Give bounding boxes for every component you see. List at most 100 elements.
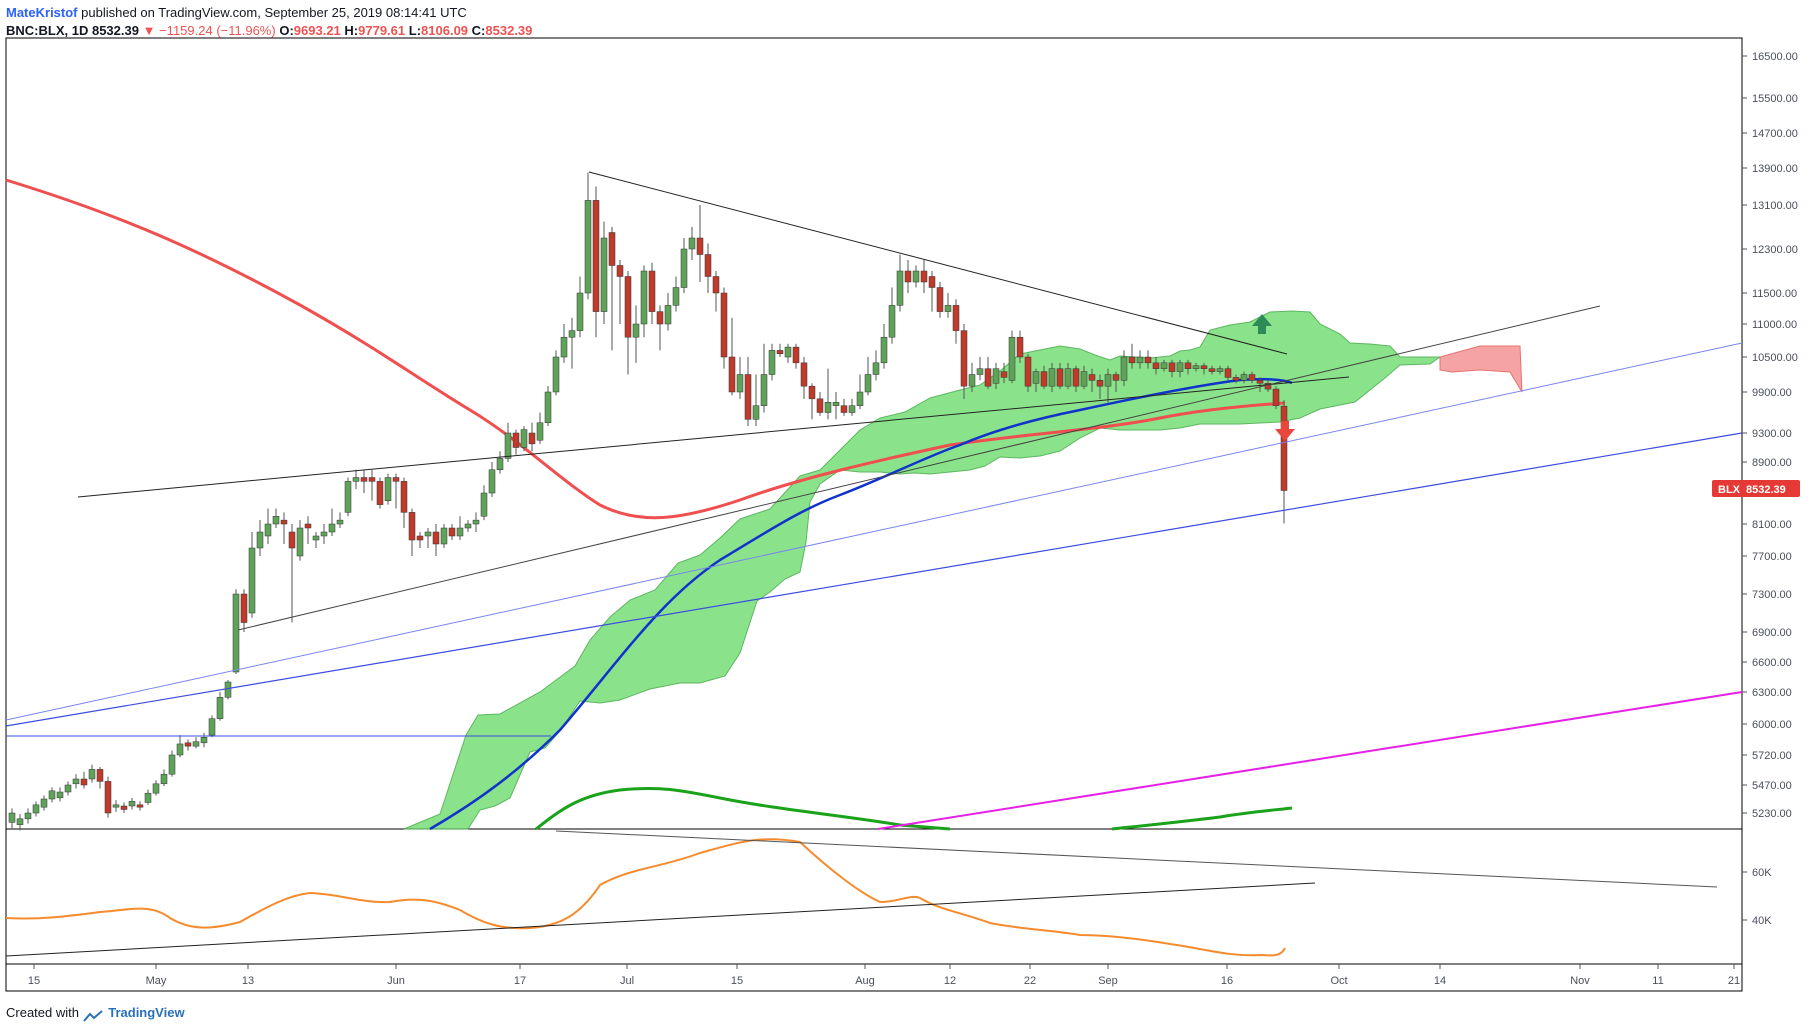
candle-up <box>864 374 872 393</box>
candle-up <box>208 718 216 736</box>
candle-up <box>1192 365 1200 369</box>
magenta-trendline <box>877 691 1743 830</box>
tradingview-logo-icon[interactable] <box>82 1008 105 1022</box>
candle-down <box>1072 368 1080 387</box>
candle-down <box>1024 356 1032 387</box>
kumo-green <box>403 310 1442 830</box>
candle-down <box>136 804 144 808</box>
candle-down <box>1112 374 1120 381</box>
low-value: 8106.09 <box>421 23 469 38</box>
candle-up <box>552 356 560 393</box>
candle-down <box>240 593 248 623</box>
candle-up <box>944 305 952 312</box>
chart-frame <box>5 37 1743 992</box>
symbol-label[interactable]: BNC:BLX, 1D <box>6 23 89 38</box>
candle-up <box>680 248 688 288</box>
time-tick-label: May <box>146 975 167 987</box>
candle-up <box>472 519 480 525</box>
open-value: 9693.21 <box>293 23 341 38</box>
candle-up <box>1008 336 1016 381</box>
candle-up <box>1064 368 1072 387</box>
candle-up <box>384 477 392 501</box>
price-tick-label: 9300.00 <box>1752 428 1792 440</box>
price-tick-label: 12300.00 <box>1752 244 1798 256</box>
candle-up <box>48 790 56 800</box>
time-tick-label: 17 <box>514 975 526 987</box>
candle-down <box>1200 365 1208 369</box>
candle-down <box>1016 336 1024 358</box>
candle-down <box>120 805 128 810</box>
candle-down <box>80 778 88 786</box>
candle-down <box>104 781 112 814</box>
chart-footer: Created with TradingView <box>6 1003 185 1023</box>
candle-up <box>544 391 552 423</box>
candle-up <box>1136 356 1144 364</box>
price-tick-label: 6900.00 <box>1752 627 1792 639</box>
osc-tick-label: 40K <box>1752 915 1772 927</box>
candle-up <box>1176 362 1184 372</box>
time-axis[interactable]: 15 May 13 Jun 17 Jul 15 Aug 12 22 Sep 16 Oct 14 Nov 11 2… <box>28 964 1740 987</box>
candle-down <box>512 432 520 448</box>
candle-up <box>1048 368 1056 387</box>
candle-up <box>584 200 592 294</box>
candle-up <box>312 535 320 541</box>
candle-up <box>352 477 360 482</box>
candle-down <box>1168 362 1176 372</box>
candle-down <box>928 276 936 288</box>
candle-down <box>712 276 720 294</box>
candle-up <box>976 368 984 375</box>
time-tick-label: Jun <box>387 975 405 987</box>
candle-up <box>664 305 672 325</box>
author-link[interactable]: MateKristof <box>6 5 78 20</box>
candle-up <box>640 270 648 325</box>
time-tick-label: 14 <box>1434 975 1446 987</box>
sma-blue-line <box>429 377 1293 831</box>
candle-up <box>768 350 776 375</box>
candle-up <box>72 778 80 785</box>
candle-down <box>1128 356 1136 364</box>
candle-down <box>528 432 536 445</box>
time-tick-label: Aug <box>855 975 875 987</box>
candle-up <box>56 791 64 799</box>
time-tick-label: 16 <box>1221 975 1233 987</box>
candle-down <box>288 531 296 549</box>
candle-up <box>560 336 568 358</box>
candle-up <box>320 531 328 537</box>
candle-up <box>200 737 208 744</box>
close-label: C: <box>471 23 486 38</box>
time-tick-label: Jul <box>620 975 634 987</box>
candle-up <box>344 481 352 513</box>
candle-up <box>232 593 240 673</box>
candle-up <box>1104 374 1112 387</box>
ichimoku-cloud <box>403 310 1523 830</box>
price-axis[interactable]: 16500.00 15500.00 14700.00 13900.00 13100.00… <box>1742 51 1798 927</box>
candle-down <box>776 350 784 354</box>
candle-up <box>856 391 864 406</box>
candle-down <box>744 374 752 420</box>
candle-up <box>896 270 904 306</box>
price-tick-label: 8900.00 <box>1752 457 1792 469</box>
time-tick-label: Nov <box>1570 975 1590 987</box>
candle-up <box>88 769 96 780</box>
candle-up <box>576 292 584 331</box>
candle-up <box>264 523 272 537</box>
sma-green-line-2 <box>1111 806 1293 831</box>
candle-up <box>912 270 920 283</box>
candle-down <box>1224 368 1232 378</box>
close-value: 8532.39 <box>485 23 533 38</box>
candle-down <box>960 330 968 387</box>
candle-up <box>1240 374 1248 381</box>
channel-upper-line <box>5 342 1743 721</box>
price-tick-label: 8100.00 <box>1752 519 1792 531</box>
candle-up <box>128 801 136 807</box>
candle-up <box>1080 371 1088 387</box>
candle-up <box>40 798 48 808</box>
price-tick-label: 5470.00 <box>1752 780 1792 792</box>
candle-down <box>1096 380 1104 387</box>
candle-up <box>112 804 120 808</box>
tradingview-brand-link[interactable]: TradingView <box>108 1005 185 1020</box>
candle-down <box>800 362 808 387</box>
candle-up <box>824 402 832 413</box>
time-tick-label: 15 <box>28 975 40 987</box>
